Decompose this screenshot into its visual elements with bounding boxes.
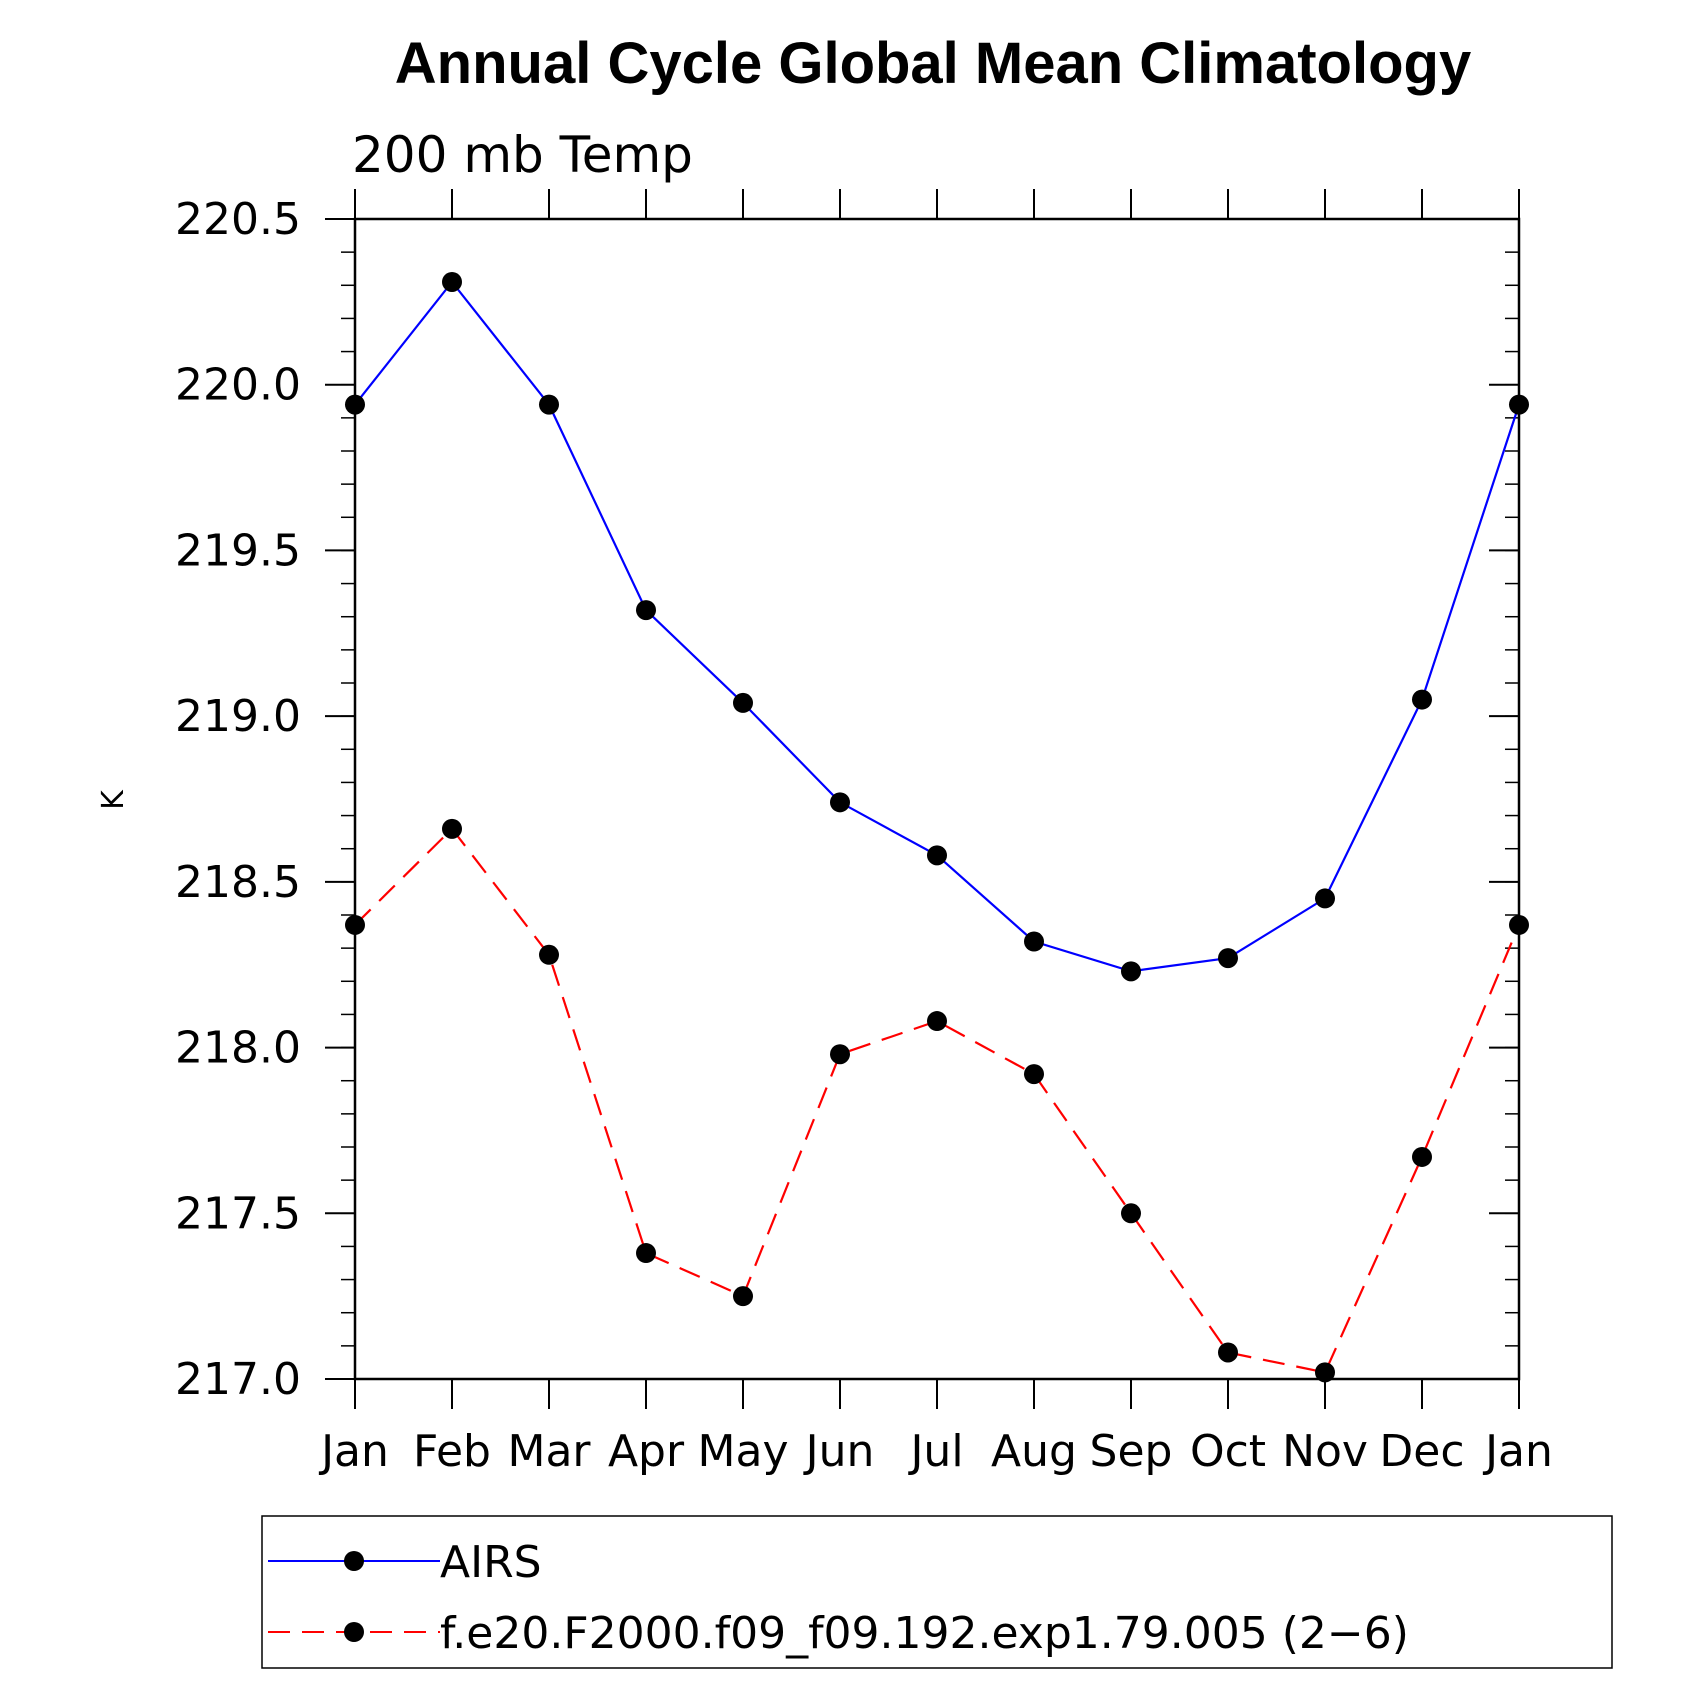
x-tick-label: Jan — [1482, 1426, 1553, 1477]
axis-ticks — [325, 189, 1520, 1409]
y-tick-label: 219.0 — [175, 691, 301, 742]
series-line-0 — [354, 280, 1521, 973]
series-1-point — [636, 1243, 656, 1264]
series-1-point — [442, 818, 462, 839]
x-tick-labels: Jan Feb Mar Apr May Jun Jul Aug Sep Oct Nov Dec Jan — [318, 1426, 1553, 1477]
legend-label-airs: AIRS — [440, 1537, 542, 1588]
series-1-point — [539, 944, 559, 965]
series-0-point — [636, 600, 656, 621]
y-tick-label: 217.0 — [175, 1354, 301, 1405]
series-1-point — [1412, 1146, 1432, 1167]
x-tick-label: Jun — [803, 1426, 875, 1477]
legend: AIRS f.e20.F2000.f09_f09.192.exp1.79.005… — [261, 1515, 1613, 1669]
series-0-point — [1121, 961, 1141, 982]
series-0-point — [733, 692, 753, 713]
series-markers — [345, 271, 1529, 1383]
series-lines — [354, 280, 1521, 1374]
y-tick-label: 217.5 — [175, 1188, 301, 1239]
x-tick-label: Sep — [1090, 1426, 1173, 1477]
chart-title: Annual Cycle Global Mean Climatology — [395, 31, 1471, 96]
series-0-point — [927, 845, 947, 866]
x-tick-label: Nov — [1282, 1426, 1368, 1477]
y-tick-label: 218.0 — [175, 1023, 301, 1074]
x-tick-label: Feb — [413, 1426, 491, 1477]
x-tick-label: Dec — [1379, 1426, 1464, 1477]
x-tick-label: Apr — [608, 1426, 685, 1477]
series-0-point — [1315, 888, 1335, 909]
x-tick-label: Jan — [318, 1426, 389, 1477]
series-line-1 — [354, 827, 1521, 1374]
series-1-point — [927, 1011, 947, 1032]
legend-label-model: f.e20.F2000.f09_f09.192.exp1.79.005 (2−6… — [440, 1608, 1409, 1659]
series-0-point — [1024, 931, 1044, 952]
series-1-point — [1024, 1064, 1044, 1085]
y-tick-labels: 217.0 217.5 218.0 218.5 219.0 219.5 220.0 220.5 — [175, 194, 301, 1405]
y-tick-label: 218.5 — [175, 857, 301, 908]
series-0-point — [1218, 948, 1238, 969]
series-1-point — [733, 1286, 753, 1307]
series-0-point — [1412, 689, 1432, 710]
y-tick-label: 219.5 — [175, 525, 301, 576]
y-tick-label: 220.5 — [175, 194, 301, 245]
series-1-point — [1315, 1362, 1335, 1383]
legend-marker-model — [344, 1622, 364, 1642]
series-1-point — [1218, 1342, 1238, 1363]
series-0-point — [442, 271, 462, 292]
x-tick-label: Aug — [991, 1426, 1077, 1477]
chart-subtitle: 200 mb Temp — [352, 126, 693, 184]
x-tick-label: Oct — [1190, 1426, 1266, 1477]
y-axis-label: K — [96, 789, 131, 810]
legend-marker-airs — [344, 1551, 364, 1571]
x-tick-label: May — [698, 1426, 789, 1477]
plot-frame — [353, 217, 1521, 1381]
x-tick-label: Mar — [507, 1426, 591, 1477]
series-1-point — [830, 1044, 850, 1065]
series-1-point — [1121, 1203, 1141, 1224]
series-0-point — [539, 394, 559, 415]
legend-box — [261, 1515, 1613, 1669]
series-0-point — [830, 792, 850, 813]
x-tick-label: Jul — [907, 1426, 963, 1477]
y-tick-label: 220.0 — [175, 360, 301, 411]
